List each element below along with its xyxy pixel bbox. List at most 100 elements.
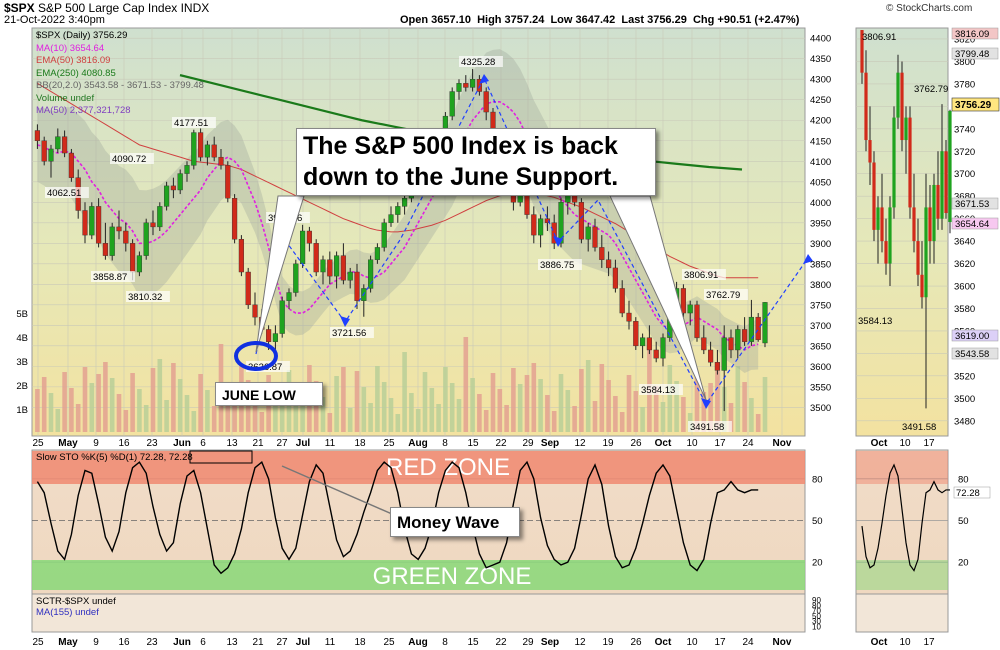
value-tag: 3816.09 — [955, 29, 989, 40]
x-tick-label: 6 — [200, 438, 206, 449]
volume-bar — [626, 375, 632, 432]
candle-body — [238, 239, 245, 273]
value-tag: 3619.00 — [955, 331, 989, 342]
volume-bar — [545, 395, 550, 432]
inset-y-tick-label: 3580 — [954, 304, 975, 315]
volume-bar — [82, 367, 88, 432]
candle-body — [68, 152, 75, 178]
volume-bar — [123, 410, 129, 432]
sctr-tick: 30 — [812, 617, 821, 626]
bollinger-band — [37, 49, 759, 373]
inset-body — [912, 207, 916, 242]
volume-bar — [701, 392, 707, 432]
volume-bar — [409, 393, 414, 432]
candle-body — [129, 243, 136, 273]
y-tick-label: 4000 — [810, 198, 831, 209]
volume-bar — [327, 413, 333, 432]
chart-title: $SPX S&P 500 Large Cap Index INDX — [4, 1, 209, 15]
trend-arrow — [479, 74, 489, 84]
candle-body — [163, 185, 170, 207]
sctr-panel — [31, 593, 806, 633]
x-tick-label: Aug — [408, 438, 427, 449]
inset-body — [944, 151, 948, 214]
candle-body — [334, 255, 340, 277]
candle-body — [231, 197, 238, 240]
inset-body — [936, 184, 940, 219]
x-tick-label-bottom: 24 — [742, 637, 754, 648]
volume-bar — [653, 386, 659, 432]
candle-body — [252, 304, 258, 318]
x-tick-label: Jun — [173, 438, 191, 449]
y-tick-label: 4200 — [810, 116, 831, 127]
candle-body — [170, 185, 177, 191]
red-zone-band — [32, 451, 805, 484]
x-tick-label-bottom: 23 — [146, 637, 158, 648]
candle-body — [714, 362, 721, 371]
main-callout-line2: down to the June Support. — [303, 163, 619, 191]
volume-bar — [69, 388, 74, 432]
value-tag-bg — [951, 197, 999, 210]
volume-bar — [395, 414, 401, 432]
x-tick-label: Oct — [655, 438, 672, 449]
volume-bar — [633, 391, 639, 432]
volume-bar — [211, 406, 217, 432]
volume-bar — [273, 391, 278, 432]
candle-body — [388, 214, 394, 223]
candle-body — [374, 247, 381, 260]
candle-body — [211, 144, 217, 158]
price-label-bg — [682, 269, 726, 280]
price-label: 3721.56 — [332, 328, 366, 339]
inset-body — [868, 140, 872, 163]
x-tick-label-bottom: 22 — [495, 637, 507, 648]
volume-tick-label: 3B — [16, 357, 28, 368]
x-tick-label-bottom: 19 — [602, 637, 614, 648]
y-tick-label: 3500 — [810, 403, 831, 414]
main-legend: $SPX (Daily) 3756.29 MA(10) 3654.64 EMA(… — [36, 30, 204, 118]
price-label-bg — [639, 384, 683, 395]
candle-body — [184, 165, 190, 174]
x-tick-label-bottom: 11 — [325, 637, 336, 648]
volume-bar — [143, 405, 149, 432]
last-price-tag-bg — [951, 97, 1000, 112]
inset-body — [908, 117, 912, 208]
stochastic-line: 72.28 — [36, 450, 991, 590]
y-tick-label: 4300 — [810, 75, 831, 86]
candle-body — [470, 79, 476, 88]
volume-bar — [205, 390, 210, 432]
x-tick-label-bottom: 16 — [118, 637, 130, 648]
change-value: Chg +90.51 (+2.47%) — [692, 14, 800, 26]
candle-body — [340, 255, 347, 281]
volume-bar — [715, 371, 720, 432]
volume-bar — [456, 399, 462, 432]
candle-body — [109, 226, 115, 256]
x-tick-label: 16 — [118, 438, 130, 449]
volume-bar — [116, 394, 122, 432]
candle-body — [327, 259, 333, 277]
volume-bar — [579, 369, 584, 432]
price-label: 3858.87 — [93, 272, 127, 283]
candle-body — [708, 349, 714, 363]
inset-body — [924, 207, 928, 298]
legend-ema250: EMA(250) 4080.85 — [36, 67, 116, 79]
bollinger-fill — [37, 49, 759, 373]
y-tick-label: 3850 — [810, 259, 831, 270]
callout-pointer-right — [609, 195, 707, 401]
volume-bar — [35, 389, 40, 432]
green-zone-label: GREEN ZONE — [373, 563, 532, 590]
main-callout-line1: The S&P 500 Index is back — [303, 132, 618, 160]
sto-last-tag: 72.28 — [956, 488, 980, 499]
inset-body — [904, 117, 908, 141]
candle-body — [680, 288, 687, 314]
volume-bar — [137, 389, 142, 432]
x-tick-label-bottom: 27 — [276, 637, 288, 648]
volume-bar — [483, 410, 489, 432]
x-tick-label: 13 — [226, 438, 238, 449]
inset-y-tick-label: 3780 — [954, 79, 975, 90]
open-value: Open 3657.10 — [400, 14, 471, 26]
axis-labels: 3500 3550 3600 3650 3700 3750 3800 3850 3900 3950… — [16, 27, 1000, 648]
price-label: 3806.91 — [684, 270, 718, 281]
sctr-legend-1: SCTR-$SPX undef — [36, 596, 116, 607]
volume-bar — [585, 360, 591, 432]
volume-bar — [524, 375, 530, 432]
candle-body — [646, 337, 653, 351]
